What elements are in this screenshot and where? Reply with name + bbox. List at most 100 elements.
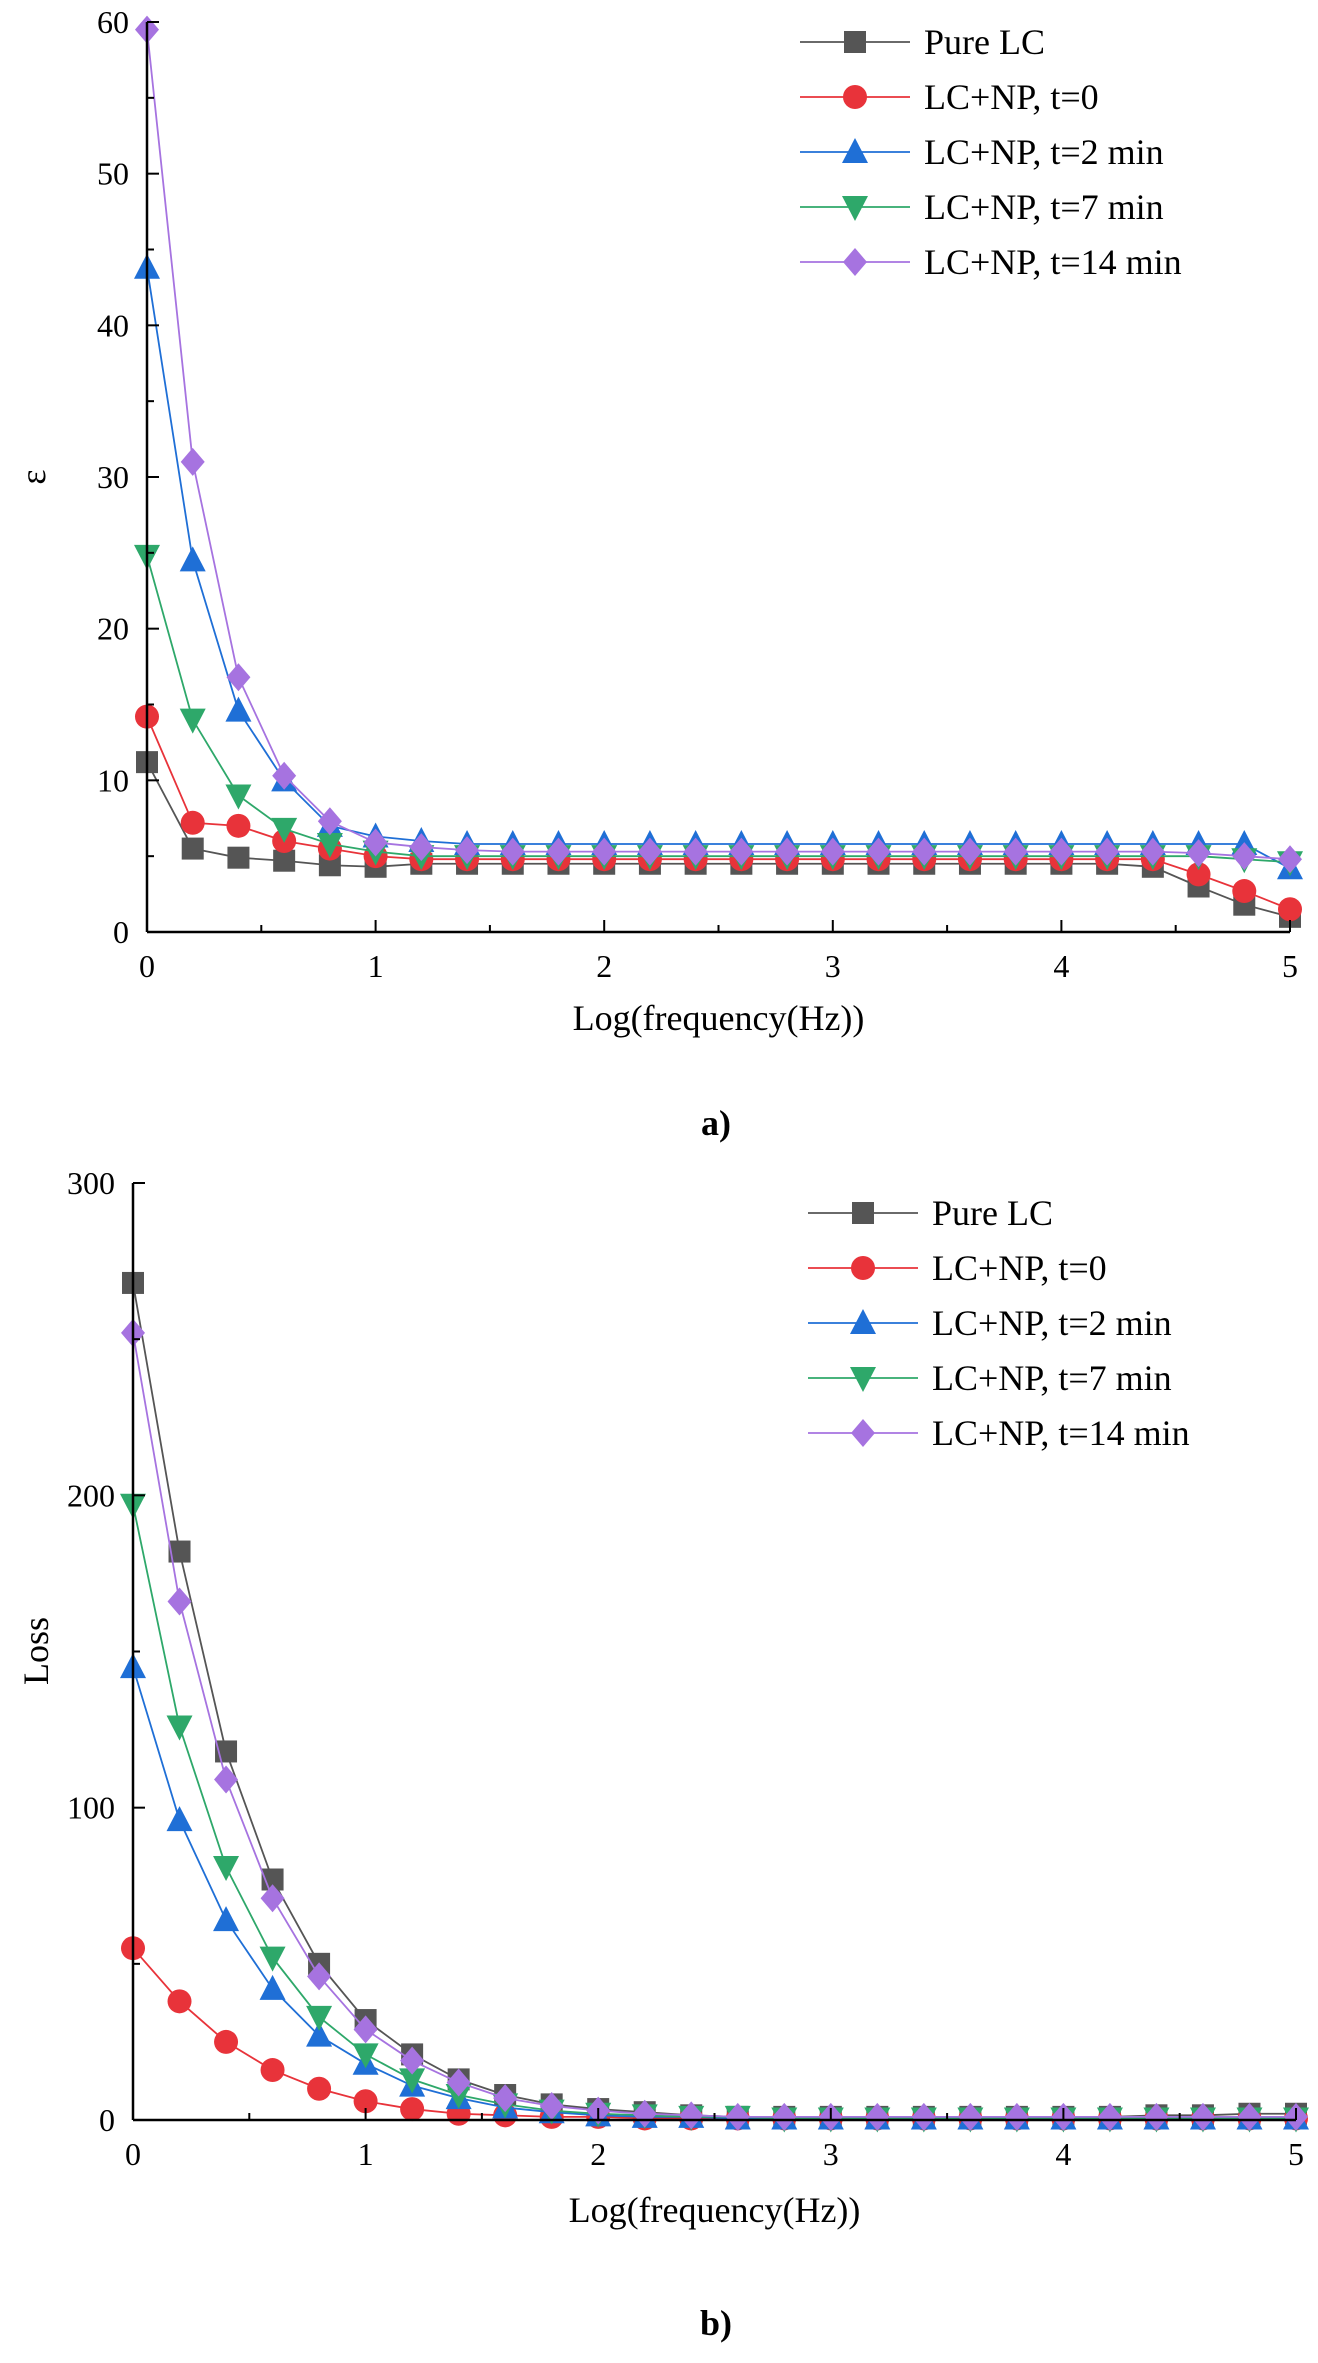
x-tick-label: 5 [1282,948,1298,984]
data-point [546,837,571,866]
series-0 [122,1271,1307,2128]
y-tick-label: 0 [99,2102,115,2138]
data-point [912,837,937,866]
y-tick-label: 300 [67,1165,115,1201]
data-point [179,546,206,572]
x-tick-label: 0 [125,2136,141,2172]
series-3 [134,544,1303,877]
data-point [306,2005,333,2031]
data-point [1232,879,1257,904]
data-point [214,1765,239,1794]
data-point [353,2015,378,2044]
data-point [271,817,298,843]
data-point [399,2068,426,2094]
x-tick-label: 2 [596,948,612,984]
data-point [317,807,342,836]
data-point [637,837,662,866]
data-point [539,2091,564,2120]
data-point [1049,837,1074,866]
legend-label: LC+NP, t=0 [932,1248,1107,1288]
data-point [306,2021,333,2047]
legend-label: LC+NP, t=7 min [932,1358,1172,1398]
legend-label: Pure LC [932,1193,1053,1233]
legend-label: Pure LC [924,22,1045,62]
y-tick-label: 200 [67,1477,115,1513]
series-2 [134,253,1303,880]
y-tick-label: 0 [113,914,129,950]
legend: Pure LC LC+NP, t=0 LC+NP, t=2 min LC+NP, t=… [808,1193,1190,1453]
legend-label: LC+NP, t=0 [924,77,1099,117]
data-point [352,2043,379,2069]
series-line [146,555,1291,864]
data-point [1186,862,1211,887]
legend-item: LC+NP, t=0 [800,77,1099,117]
panel-label: a) [701,1103,731,1143]
data-point [307,1962,332,1991]
data-point [493,2084,518,2113]
data-point [181,837,204,860]
data-point [179,708,206,734]
data-point [958,2102,983,2131]
data-point [168,1540,191,1563]
x-tick-label: 1 [358,2136,374,2172]
legend-marker [842,196,868,221]
x-tick-label: 4 [1053,948,1069,984]
data-point [1190,2102,1215,2131]
data-point [1144,2102,1169,2131]
data-point [865,2102,890,2131]
data-point [866,837,891,866]
x-tick-label: 3 [823,2136,839,2172]
data-point [272,761,297,790]
x-tick-label: 3 [825,948,841,984]
data-point [725,2102,750,2131]
data-point [225,696,252,722]
data-point [775,837,800,866]
chart-panel-b: 0 1 2 3 4 5 0 100 200 300 Log(frequency(Hz)) Loss b)… [16,1165,1309,2343]
series-3 [120,1493,1309,2133]
data-point [446,2068,471,2097]
x-tick-label: 0 [139,948,155,984]
data-point [307,2076,332,2101]
data-point [683,837,708,866]
series-2 [120,1653,1309,2130]
legend-marker [843,248,867,276]
legend-marker [851,1256,875,1280]
data-point [1003,837,1028,866]
x-tick-label: 4 [1055,2136,1071,2172]
x-tick-label: 2 [590,2136,606,2172]
data-point [225,784,252,810]
series-line [132,1504,1296,2120]
data-point [316,833,343,859]
data-point [1140,837,1165,866]
data-point [729,837,754,866]
data-point [409,833,434,862]
data-point [500,837,525,866]
data-point [1097,2102,1122,2131]
y-tick-label: 10 [97,762,129,798]
data-point [260,1884,285,1913]
data-point [180,810,205,835]
data-point [1237,2102,1262,2131]
data-point [167,1587,192,1616]
x-axis-title: Log(frequency(Hz)) [573,998,865,1038]
legend-item: LC+NP, t=0 [808,1248,1107,1288]
legend-label: LC+NP, t=2 min [924,132,1164,172]
legend-label: LC+NP, t=2 min [932,1303,1172,1343]
data-point [226,663,251,692]
data-point [1095,837,1120,866]
series-4 [135,15,1302,874]
legend-marker [851,1419,875,1447]
legend-label: LC+NP, t=14 min [932,1413,1190,1453]
data-point [273,849,296,872]
data-point [353,2089,378,2114]
panel-label: b) [700,2303,732,2343]
data-point [180,447,205,476]
data-point [1278,897,1302,922]
series-1 [121,1936,1308,2131]
data-point [400,2046,425,2075]
y-tick-label: 100 [67,1790,115,1826]
legend-item: Pure LC [808,1193,1053,1233]
data-point [260,2058,285,2083]
legend-item: LC+NP, t=14 min [808,1413,1190,1453]
data-point [592,837,617,866]
